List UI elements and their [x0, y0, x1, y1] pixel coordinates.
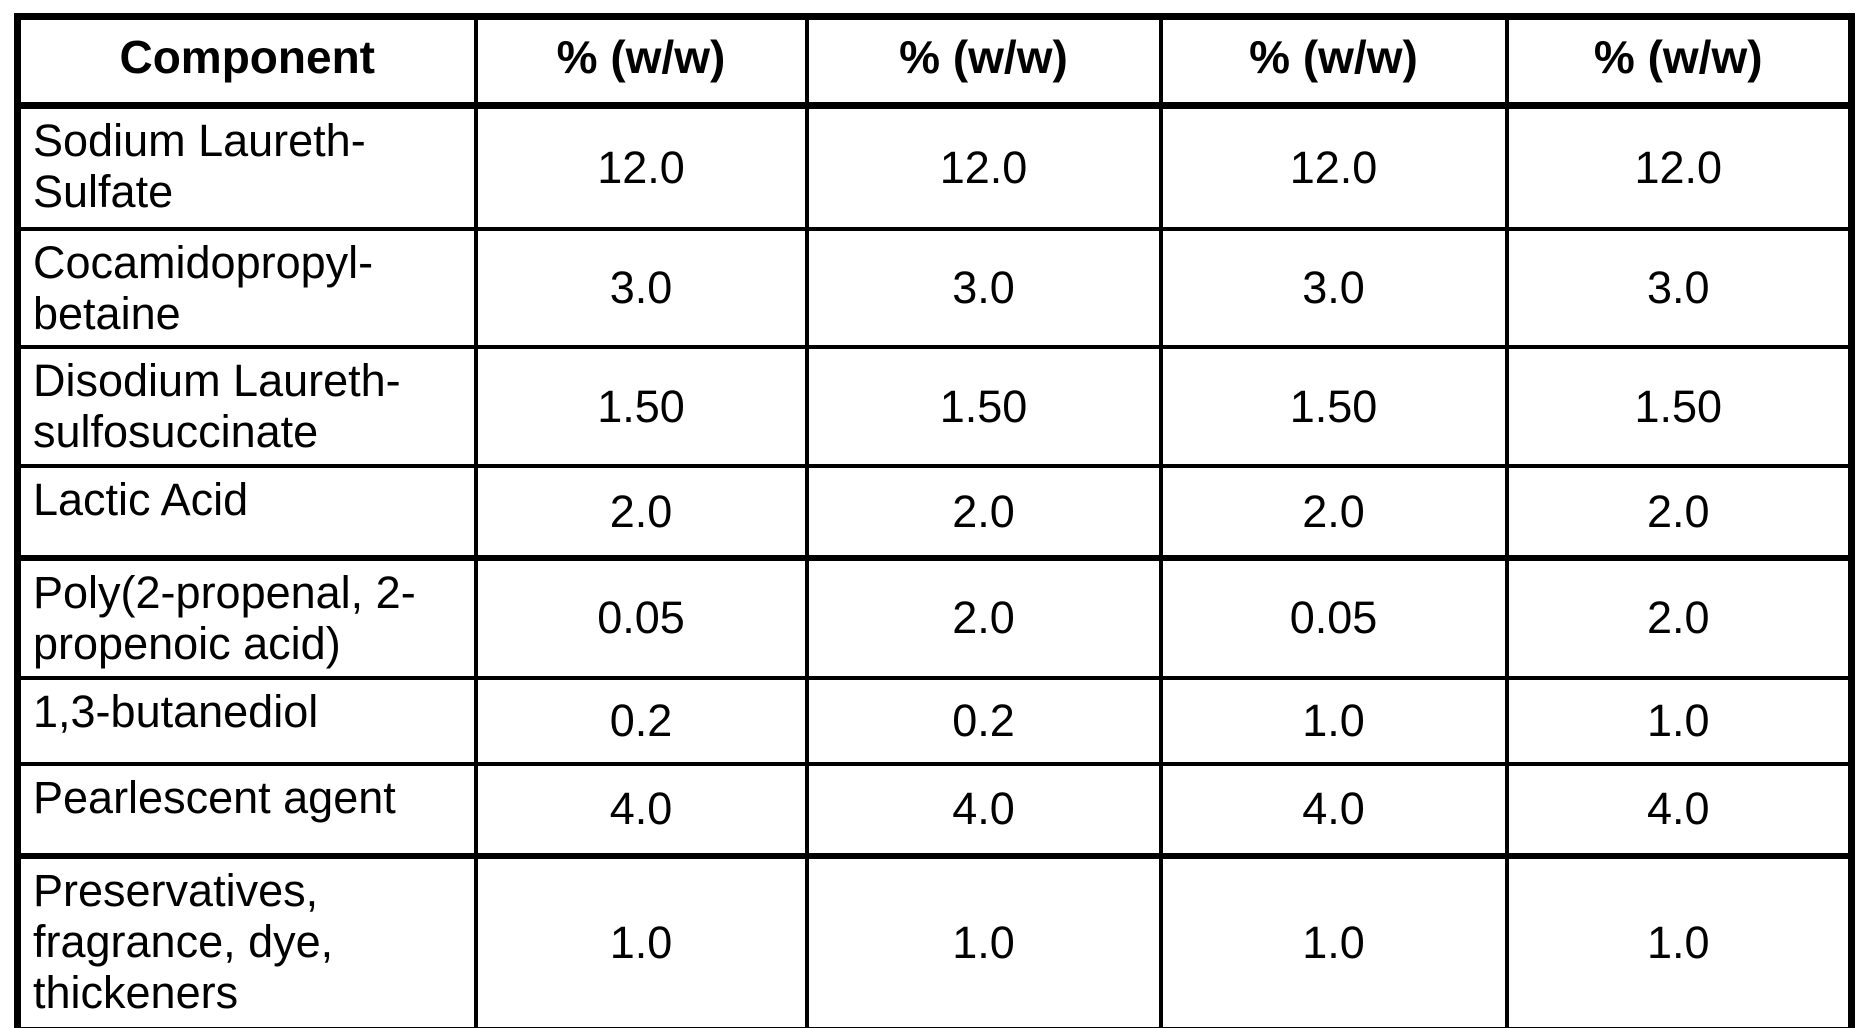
percent-column-header-1: % (w/w) [473, 14, 809, 109]
value-cell: 1.0 [1158, 853, 1509, 1028]
value-cell: 12.0 [473, 103, 809, 231]
ingredient-table: Component % (w/w) % (w/w) % (w/w) % (w/w… [14, 13, 1855, 1028]
component-column-header: Component [15, 14, 478, 109]
table-row: Lactic Acid 2.0 2.0 2.0 2.0 [15, 464, 1854, 562]
value-cell: 12.0 [1158, 103, 1509, 231]
value-cell: 1.0 [1504, 853, 1854, 1028]
value-cell: 4.0 [1158, 761, 1509, 859]
component-cell: Disodium Laureth-sulfosuccinate [15, 345, 478, 469]
table-row: 1,3-butanediol 0.2 0.2 1.0 1.0 [15, 675, 1854, 766]
component-cell: Sodium Laureth-Sulfate [15, 103, 478, 231]
value-cell: 3.0 [1504, 226, 1854, 350]
value-cell: 2.0 [473, 464, 809, 562]
value-cell: 1.0 [804, 853, 1163, 1028]
percent-column-header-4: % (w/w) [1504, 14, 1854, 109]
table-row: Sodium Laureth-Sulfate 12.0 12.0 12.0 12… [15, 103, 1854, 231]
value-cell: 3.0 [473, 226, 809, 350]
value-cell: 12.0 [1504, 103, 1854, 231]
table-row: Pearlescent agent 4.0 4.0 4.0 4.0 [15, 761, 1854, 859]
value-cell: 4.0 [804, 761, 1163, 859]
table-header-row: Component % (w/w) % (w/w) % (w/w) % (w/w… [15, 14, 1854, 109]
table-row: Cocamidopropyl-betaine 3.0 3.0 3.0 3.0 [15, 226, 1854, 350]
value-cell: 2.0 [804, 464, 1163, 562]
table-row: Disodium Laureth-sulfosuccinate 1.50 1.5… [15, 345, 1854, 469]
value-cell: 1.50 [473, 345, 809, 469]
component-cell: Cocamidopropyl-betaine [15, 226, 478, 350]
component-cell: Pearlescent agent [15, 761, 478, 859]
component-cell: 1,3-butanediol [15, 675, 478, 766]
percent-column-header-2: % (w/w) [804, 14, 1163, 109]
value-cell: 0.2 [804, 675, 1163, 766]
value-cell: 2.0 [1504, 556, 1854, 680]
value-cell: 4.0 [473, 761, 809, 859]
value-cell: 2.0 [804, 556, 1163, 680]
value-cell: 1.50 [804, 345, 1163, 469]
value-cell: 1.50 [1504, 345, 1854, 469]
table-row: Poly(2-propenal, 2-propenoic acid) 0.05 … [15, 556, 1854, 680]
value-cell: 2.0 [1158, 464, 1509, 562]
value-cell: 0.2 [473, 675, 809, 766]
component-cell: Poly(2-propenal, 2-propenoic acid) [15, 556, 478, 680]
value-cell: 1.0 [1504, 675, 1854, 766]
value-cell: 12.0 [804, 103, 1163, 231]
value-cell: 3.0 [1158, 226, 1509, 350]
table-row: Preservatives, fragrance, dye, thickener… [15, 853, 1854, 1028]
value-cell: 2.0 [1504, 464, 1854, 562]
value-cell: 0.05 [1158, 556, 1509, 680]
component-cell: Lactic Acid [15, 464, 478, 562]
component-cell: Preservatives, fragrance, dye, thickener… [15, 853, 478, 1028]
value-cell: 4.0 [1504, 761, 1854, 859]
value-cell: 1.0 [1158, 675, 1509, 766]
percent-column-header-3: % (w/w) [1158, 14, 1509, 109]
value-cell: 0.05 [473, 556, 809, 680]
value-cell: 1.0 [473, 853, 809, 1028]
value-cell: 1.50 [1158, 345, 1509, 469]
value-cell: 3.0 [804, 226, 1163, 350]
